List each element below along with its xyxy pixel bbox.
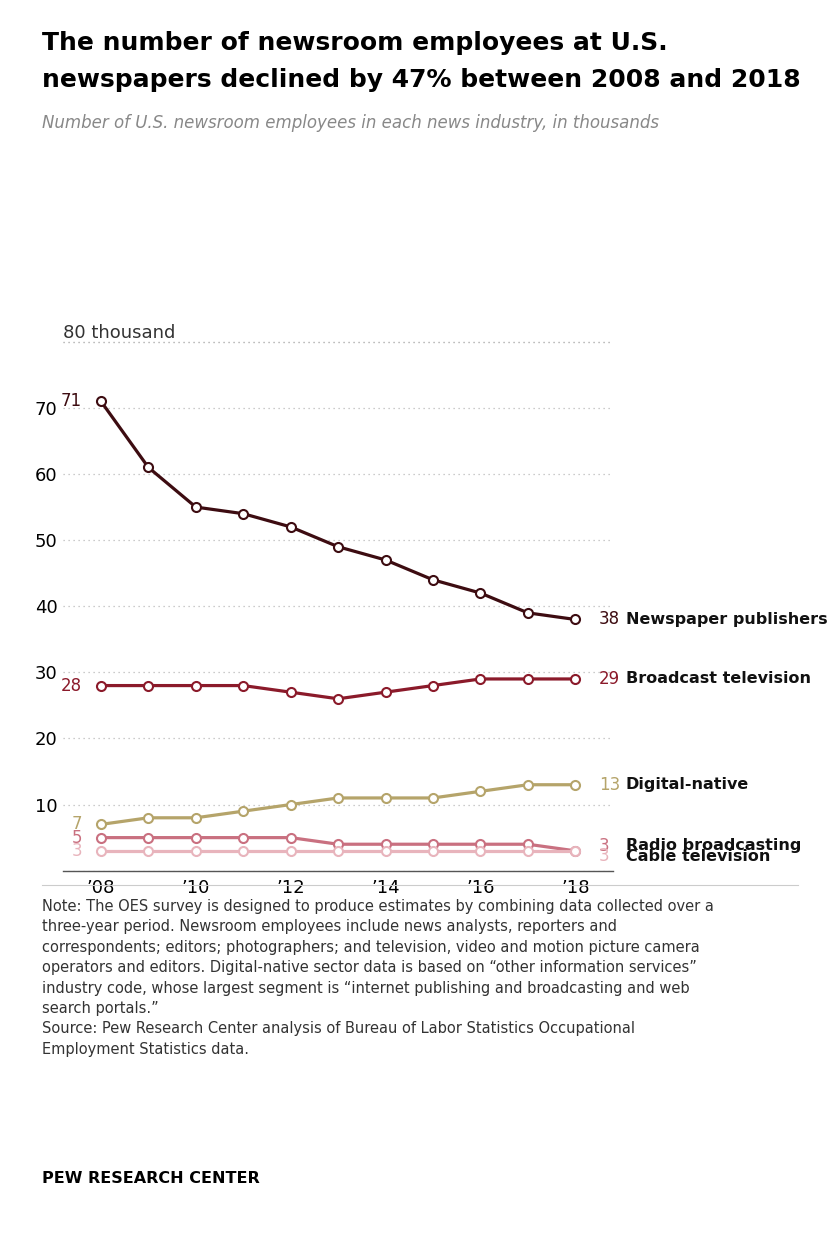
Text: Digital-native: Digital-native	[626, 777, 749, 792]
Text: Broadcast television: Broadcast television	[626, 672, 811, 687]
Text: 3: 3	[71, 842, 82, 860]
Text: Cable television: Cable television	[626, 848, 770, 863]
Text: 80 thousand: 80 thousand	[63, 324, 176, 342]
Text: 38: 38	[599, 610, 620, 629]
Text: 28: 28	[60, 677, 82, 694]
Text: Number of U.S. newsroom employees in each news industry, in thousands: Number of U.S. newsroom employees in eac…	[42, 114, 659, 132]
Text: Radio broadcasting: Radio broadcasting	[626, 839, 801, 853]
Text: 5: 5	[71, 829, 82, 847]
Text: 71: 71	[60, 393, 82, 410]
Text: 29: 29	[599, 669, 620, 688]
Text: 3: 3	[599, 836, 610, 855]
Text: newspapers declined by 47% between 2008 and 2018: newspapers declined by 47% between 2008 …	[42, 68, 801, 91]
Text: Note: The OES survey is designed to produce estimates by combining data collecte: Note: The OES survey is designed to prod…	[42, 899, 714, 1057]
Text: 7: 7	[71, 815, 82, 834]
Text: PEW RESEARCH CENTER: PEW RESEARCH CENTER	[42, 1171, 260, 1186]
Text: The number of newsroom employees at U.S.: The number of newsroom employees at U.S.	[42, 31, 668, 54]
Text: 3: 3	[599, 847, 610, 866]
Text: Newspaper publishers: Newspaper publishers	[626, 613, 827, 627]
Text: 13: 13	[599, 776, 620, 794]
